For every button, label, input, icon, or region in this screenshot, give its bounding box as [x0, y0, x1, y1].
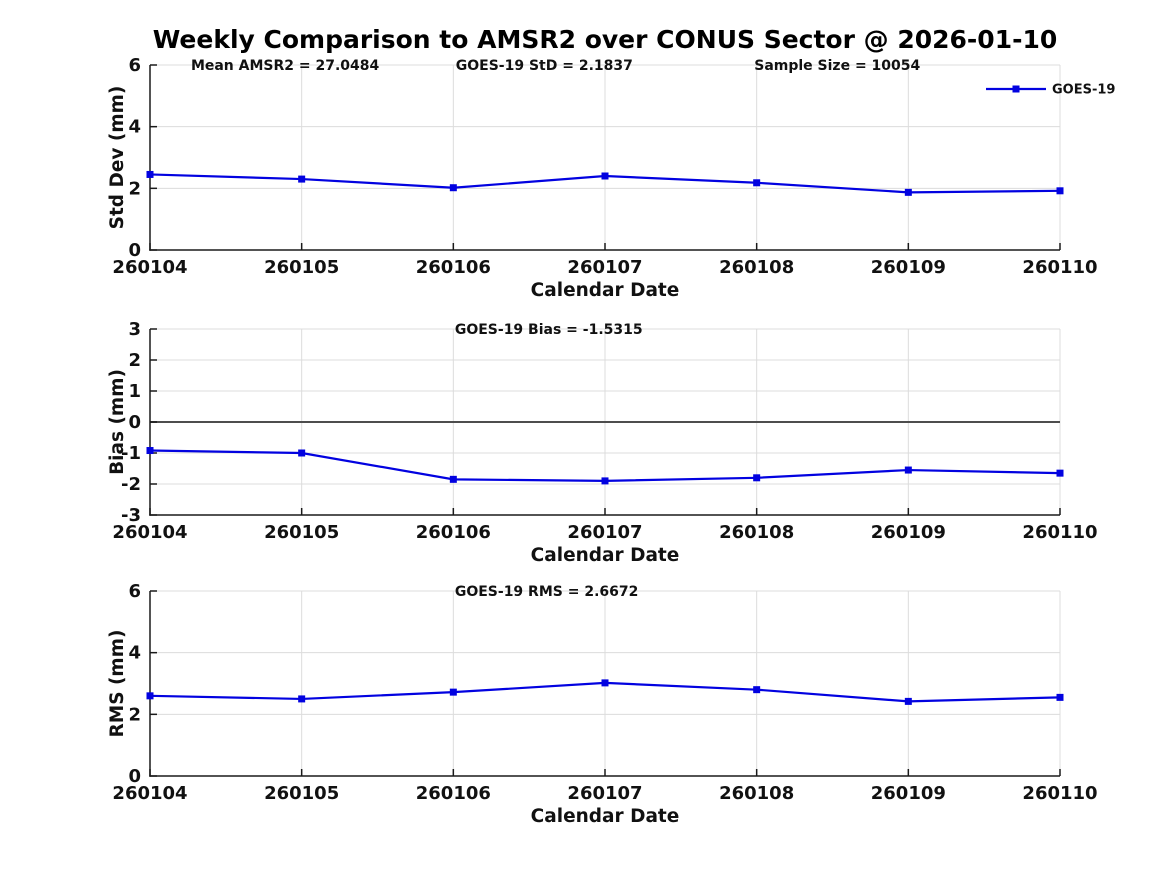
- data-point-marker: [298, 449, 306, 457]
- legend: GOES-19: [986, 83, 1115, 98]
- data-point-marker: [146, 447, 154, 455]
- data-point-marker: [753, 179, 761, 187]
- y-axis-title: Std Dev (mm): [107, 86, 128, 230]
- x-axis-title: Calendar Date: [531, 280, 680, 301]
- y-tick-label: 0: [128, 766, 141, 787]
- y-tick-label: 6: [128, 581, 141, 602]
- subplot-bias-mm-: -3 -2 -1 0 1 2 3 260104 260105 260106 260107 260108…: [107, 319, 1098, 566]
- data-point-marker: [904, 188, 912, 196]
- data-point-marker: [1056, 469, 1064, 477]
- data-point-marker: [601, 679, 609, 687]
- y-tick-label: 3: [128, 319, 141, 340]
- y-tick-label: 4: [128, 643, 141, 664]
- data-point-marker: [449, 688, 457, 696]
- x-tick-label: 260108: [719, 522, 794, 543]
- y-axis-title: RMS (mm): [107, 630, 128, 738]
- x-tick-label: 260110: [1022, 522, 1097, 543]
- y-axis-title: Bias (mm): [107, 369, 128, 475]
- y-tick-label: 2: [128, 178, 141, 199]
- x-tick-label: 260109: [871, 783, 946, 804]
- annotation: GOES-19 RMS = 2.6672: [455, 584, 639, 600]
- y-tick-label: -3: [121, 505, 141, 526]
- x-tick-label: 260105: [264, 257, 339, 278]
- y-tick-label: 1: [128, 381, 141, 402]
- x-tick-label: 260104: [112, 783, 187, 804]
- legend-marker: [1012, 85, 1020, 93]
- data-point-marker: [298, 695, 306, 703]
- y-tick-label: 4: [128, 117, 141, 138]
- data-point-marker: [298, 175, 306, 183]
- x-tick-label: 260108: [719, 783, 794, 804]
- data-point-marker: [146, 692, 154, 700]
- data-point-marker: [904, 466, 912, 474]
- data-point-marker: [449, 475, 457, 483]
- x-tick-label: 260107: [567, 522, 642, 543]
- annotation: GOES-19 StD = 2.1837: [456, 58, 633, 74]
- data-point-marker: [601, 172, 609, 180]
- data-point-marker: [1056, 693, 1064, 701]
- data-point-marker: [753, 474, 761, 482]
- legend-label: GOES-19: [1052, 83, 1115, 98]
- annotation: GOES-19 Bias = -1.5315: [455, 322, 643, 338]
- y-tick-label: -1: [121, 443, 141, 464]
- x-tick-label: 260105: [264, 783, 339, 804]
- y-tick-label: 0: [128, 240, 141, 261]
- x-tick-label: 260104: [112, 522, 187, 543]
- x-axis-title: Calendar Date: [531, 545, 680, 566]
- y-tick-label: 6: [128, 55, 141, 76]
- x-tick-label: 260109: [871, 522, 946, 543]
- x-tick-label: 260109: [871, 257, 946, 278]
- data-point-marker: [904, 697, 912, 705]
- y-tick-label: 2: [128, 704, 141, 725]
- x-tick-label: 260105: [264, 522, 339, 543]
- x-tick-label: 260110: [1022, 257, 1097, 278]
- subplot-std-dev-mm-: 0 2 4 6 260104 260105 260106 260107 260108 260109…: [107, 55, 1115, 301]
- x-tick-label: 260107: [567, 783, 642, 804]
- y-tick-label: -2: [121, 474, 141, 495]
- subplot-rms-mm-: 0 2 4 6 260104 260105 260106 260107 260108 260109…: [107, 581, 1098, 827]
- annotation: Mean AMSR2 = 27.0484: [191, 58, 380, 74]
- x-tick-label: 260108: [719, 257, 794, 278]
- data-point-marker: [146, 170, 154, 178]
- data-point-marker: [753, 686, 761, 694]
- data-point-marker: [449, 184, 457, 192]
- chart-title: Weekly Comparison to AMSR2 over CONUS Se…: [152, 25, 1058, 54]
- x-tick-label: 260106: [416, 783, 491, 804]
- annotation: Sample Size = 10054: [754, 58, 920, 74]
- x-tick-label: 260107: [567, 257, 642, 278]
- data-point-marker: [601, 477, 609, 485]
- y-tick-label: 0: [128, 412, 141, 433]
- x-axis-title: Calendar Date: [531, 806, 680, 827]
- x-tick-label: 260106: [416, 257, 491, 278]
- x-tick-label: 260106: [416, 522, 491, 543]
- data-point-marker: [1056, 187, 1064, 195]
- x-tick-label: 260110: [1022, 783, 1097, 804]
- y-tick-label: 2: [128, 350, 141, 371]
- x-tick-label: 260104: [112, 257, 187, 278]
